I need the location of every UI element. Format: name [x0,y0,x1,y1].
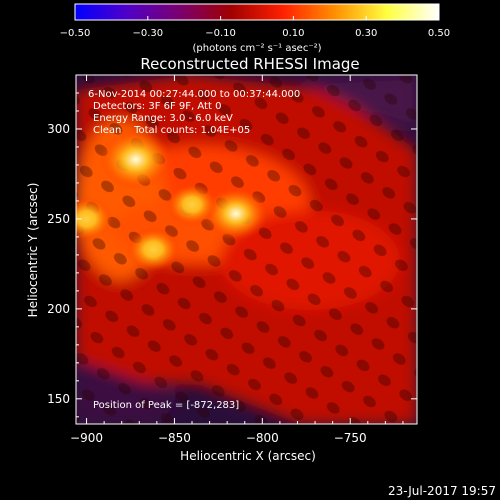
x-axis-tick-label: −900 [70,431,103,445]
colorbar-tick-label: −0.10 [205,28,236,39]
colorbar-tick-label: 0.10 [282,28,304,39]
emission-source [126,227,180,272]
colorbar-tick-label: 0.30 [355,28,377,39]
colorbar-ticks: −0.50 −0.30 −0.10 0.10 0.30 0.50 [60,16,450,39]
annotation-time-range: 6-Nov-2014 00:27:44.000 to 00:37:44.000 [88,89,300,100]
colorbar-box [74,3,440,21]
colorbar-tick-label: 0.50 [428,28,450,39]
annotation-detectors: Detectors: 3F 6F 9F, Att 0 [93,101,221,112]
colorbar: −0.50 −0.30 −0.10 0.10 0.30 0.50 (photons cm⁻… [60,3,450,54]
y-axis-tick-label: 250 [47,212,70,226]
annotation-peak-position: Position of Peak = [-872,283] [93,400,239,411]
plot-frame [75,74,418,425]
y-axis-tick-label: 300 [47,122,70,136]
x-axis-tick-label: −800 [246,431,279,445]
colorbar-tick-label: −0.50 [60,28,91,39]
x-axis-label: Heliocentric X (arcsec) [180,449,316,463]
emission-source [203,186,269,241]
heatmap-image [76,75,417,424]
annotation-clean-counts: Clean Total counts: 1.04E+05 [93,125,250,136]
plot-area: −900 −850 −800 −750 150 200 250 300 [47,74,418,445]
colorbar-label: (photons cm⁻² s⁻¹ asec⁻²) [192,43,321,54]
y-axis-tick-label: 150 [47,392,70,406]
annotation-energy-range: Energy Range: 3.0 - 6.0 keV [93,113,233,124]
y-axis-label: Heliocentric Y (arcsec) [26,183,40,318]
annotation-block: 6-Nov-2014 00:27:44.000 to 00:37:44.000 … [88,89,300,411]
emission-source [99,129,172,190]
x-axis: −900 −850 −800 −750 [70,75,404,445]
chart-title: Reconstructed RHESSI Image [140,55,359,73]
emission-source [76,196,113,241]
colorbar-tick-label: −0.30 [132,28,163,39]
x-axis-tick-label: −850 [158,431,191,445]
y-axis: 150 200 250 300 [47,74,417,418]
emission-sources [76,129,269,272]
emission-source [166,183,218,226]
footer-timestamp: 23-Jul-2017 19:57 [388,484,496,498]
y-axis-tick-label: 200 [47,302,70,316]
x-axis-tick-label: −750 [334,431,367,445]
